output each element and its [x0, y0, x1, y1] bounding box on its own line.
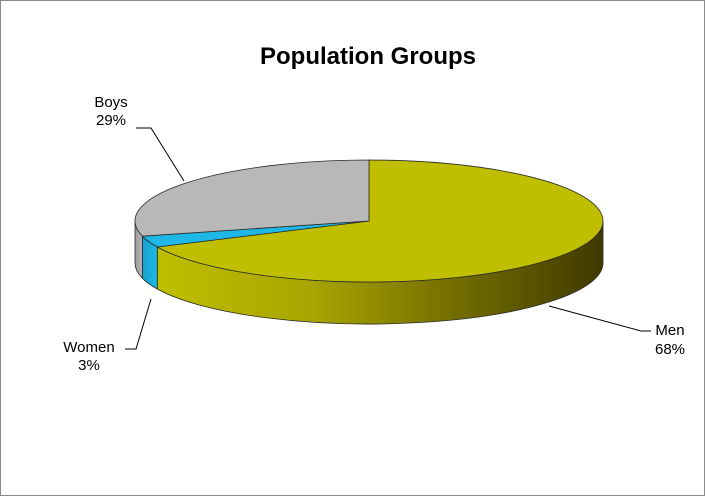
pie-tops	[134, 159, 604, 283]
pie-slice-boys	[134, 159, 370, 237]
pie-slice-men	[155, 159, 604, 283]
label-name-boys: Boys	[94, 94, 127, 111]
leader-lines	[125, 127, 651, 350]
label-name-women: Women	[63, 339, 114, 356]
label-value-boys: 29%	[96, 112, 126, 129]
leader-line-boys	[136, 127, 185, 182]
chart-title: Population Groups	[260, 43, 476, 70]
leader-line-women	[125, 298, 152, 350]
label-name-men: Men	[655, 322, 684, 339]
leader-line-men	[548, 305, 651, 332]
label-value-women: 3%	[78, 357, 100, 374]
pie-sides	[134, 220, 604, 325]
label-value-men: 68%	[655, 341, 685, 358]
